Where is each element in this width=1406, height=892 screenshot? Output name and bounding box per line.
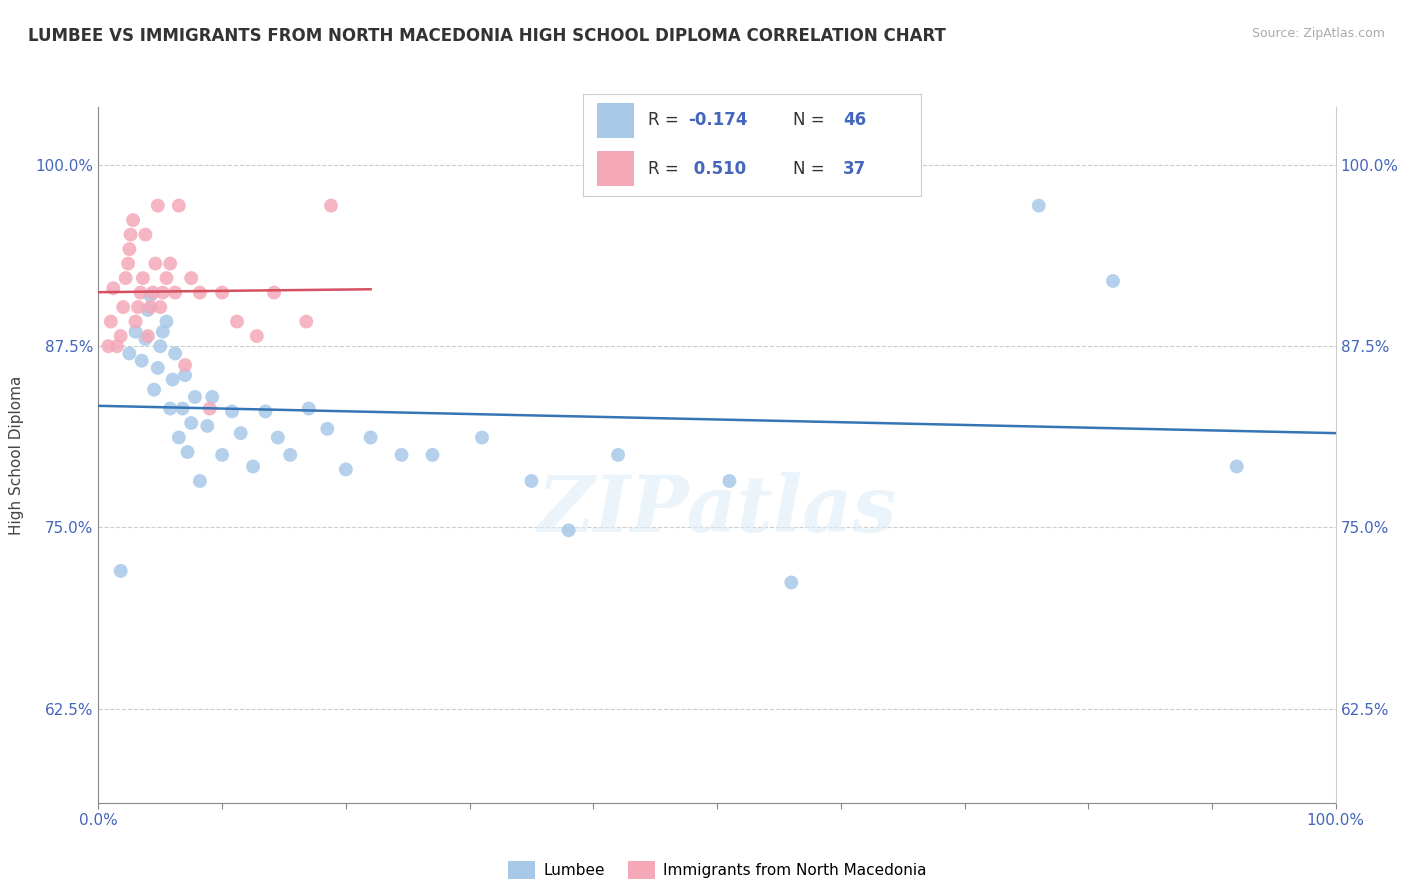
Point <box>142 285 165 300</box>
Point <box>136 303 159 318</box>
Text: -0.174: -0.174 <box>688 112 748 129</box>
Point <box>131 353 153 368</box>
Point <box>152 285 174 300</box>
Point <box>195 419 218 434</box>
Point <box>174 358 197 372</box>
Point <box>129 285 152 300</box>
Point <box>226 315 249 329</box>
Point <box>557 524 579 538</box>
Point <box>335 462 357 476</box>
Point <box>780 575 803 590</box>
Point <box>110 564 132 578</box>
Text: LUMBEE VS IMMIGRANTS FROM NORTH MACEDONIA HIGH SCHOOL DIPLOMA CORRELATION CHART: LUMBEE VS IMMIGRANTS FROM NORTH MACEDONI… <box>28 27 946 45</box>
Point <box>134 332 156 346</box>
Point <box>155 271 177 285</box>
Point <box>139 288 162 302</box>
Point <box>391 448 413 462</box>
Point <box>1226 459 1249 474</box>
Y-axis label: High School Diploma: High School Diploma <box>10 376 24 534</box>
Point <box>242 459 264 474</box>
Point <box>159 401 181 416</box>
Point <box>188 285 211 300</box>
Point <box>117 257 139 271</box>
Point <box>316 422 339 436</box>
Point <box>143 257 166 271</box>
Point <box>246 329 269 343</box>
Point <box>114 271 136 285</box>
Text: 0.510: 0.510 <box>688 160 747 178</box>
Point <box>295 315 318 329</box>
Point <box>298 401 321 416</box>
Point <box>184 390 207 404</box>
Point <box>146 199 169 213</box>
Text: 46: 46 <box>844 112 866 129</box>
Point <box>136 329 159 343</box>
Point <box>127 300 149 314</box>
Point <box>124 325 146 339</box>
Point <box>211 285 233 300</box>
Point <box>132 271 155 285</box>
Point <box>180 416 202 430</box>
FancyBboxPatch shape <box>598 151 634 186</box>
Point <box>97 339 120 353</box>
Text: R =: R = <box>648 112 683 129</box>
Point <box>176 445 198 459</box>
Point <box>520 474 543 488</box>
Point <box>180 271 202 285</box>
Point <box>211 448 233 462</box>
Point <box>167 199 190 213</box>
Point <box>118 242 141 256</box>
Point <box>471 430 494 444</box>
Point <box>267 430 290 444</box>
Point <box>360 430 382 444</box>
Text: R =: R = <box>648 160 683 178</box>
Text: 37: 37 <box>844 160 866 178</box>
Point <box>103 281 125 295</box>
FancyBboxPatch shape <box>598 103 634 137</box>
Point <box>718 474 741 488</box>
Point <box>159 257 181 271</box>
Point <box>422 448 444 462</box>
Point <box>188 474 211 488</box>
Point <box>110 329 132 343</box>
Point <box>607 448 630 462</box>
Point <box>254 404 277 418</box>
Point <box>112 300 135 314</box>
Point <box>100 315 122 329</box>
Text: N =: N = <box>793 112 830 129</box>
Point <box>1102 274 1125 288</box>
Point <box>118 346 141 360</box>
Point <box>120 227 142 242</box>
Point <box>149 339 172 353</box>
Point <box>278 448 301 462</box>
Point <box>124 315 146 329</box>
Point <box>162 373 184 387</box>
Point <box>152 325 174 339</box>
Point <box>165 346 187 360</box>
Point <box>122 213 145 227</box>
Legend: Lumbee, Immigrants from North Macedonia: Lumbee, Immigrants from North Macedonia <box>502 855 932 886</box>
Point <box>1028 199 1050 213</box>
Point <box>155 315 177 329</box>
Point <box>198 401 221 416</box>
Point <box>146 361 169 376</box>
Text: Source: ZipAtlas.com: Source: ZipAtlas.com <box>1251 27 1385 40</box>
Point <box>172 401 194 416</box>
Point <box>319 199 342 213</box>
Point <box>221 404 243 418</box>
Point <box>134 227 156 242</box>
Point <box>143 383 166 397</box>
Point <box>174 368 197 383</box>
Point <box>105 339 128 353</box>
Point <box>229 426 252 441</box>
Text: N =: N = <box>793 160 830 178</box>
Point <box>167 430 190 444</box>
Text: ZIPatlas: ZIPatlas <box>537 473 897 549</box>
Point <box>139 300 162 314</box>
Point <box>263 285 285 300</box>
Point <box>201 390 224 404</box>
Point <box>165 285 187 300</box>
Point <box>149 300 172 314</box>
